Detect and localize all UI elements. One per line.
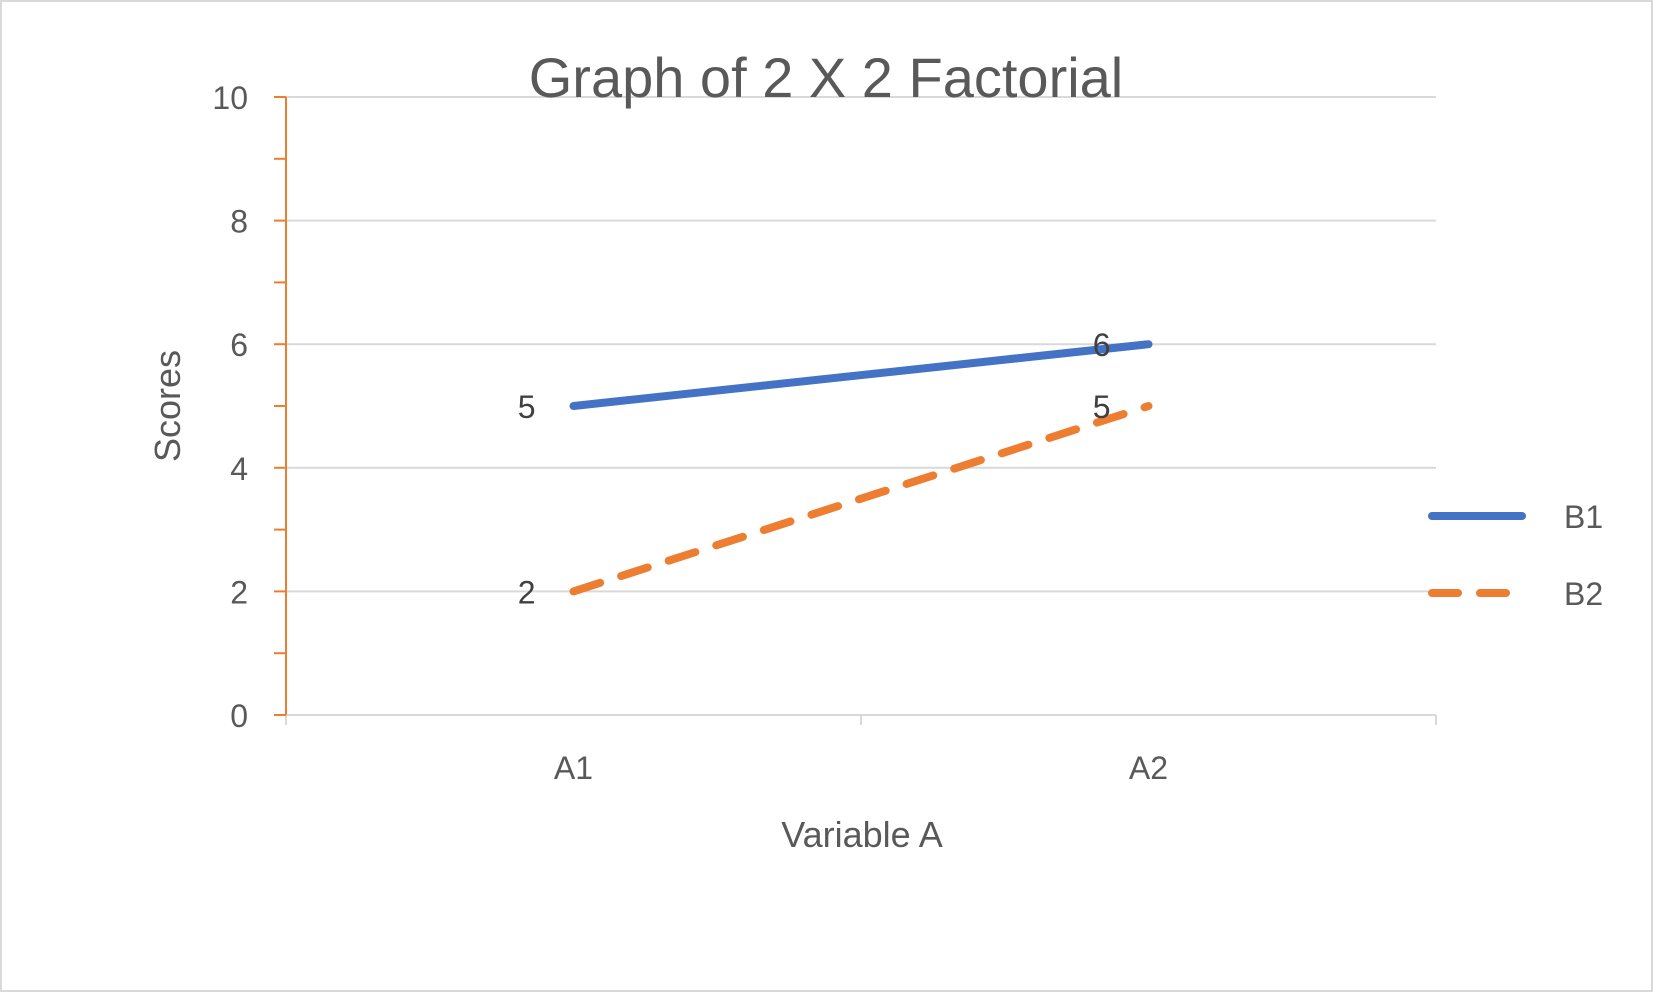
y-tick-label: 8 <box>230 204 248 240</box>
x-tick-label: A1 <box>554 750 593 786</box>
y-tick-label: 0 <box>230 698 248 734</box>
legend: B1 B2 <box>1428 499 1603 612</box>
y-tick-label: 10 <box>212 80 248 116</box>
legend-label-b2: B2 <box>1564 576 1603 612</box>
y-axis-title: Scores <box>147 350 188 462</box>
data-label-b1-a1: 5 <box>518 389 536 425</box>
chart-title: Graph of 2 X 2 Factorial <box>529 46 1124 109</box>
legend-label-b1: B1 <box>1564 499 1603 535</box>
data-label-b2-a2: 5 <box>1093 389 1111 425</box>
series-line-b2 <box>569 402 1153 596</box>
x-axis: A1 A2 <box>285 714 1437 786</box>
data-labels: 5 6 2 5 <box>518 327 1111 610</box>
y-tick-label: 6 <box>230 327 248 363</box>
gridlines <box>286 96 1436 593</box>
y-tick-label: 4 <box>230 451 248 487</box>
data-label-b1-a2: 6 <box>1093 327 1111 363</box>
data-label-b2-a1: 2 <box>518 574 536 610</box>
y-tick-label: 2 <box>230 574 248 610</box>
series-line-b1 <box>569 340 1153 410</box>
x-tick-label: A2 <box>1129 750 1168 786</box>
series-group <box>569 340 1153 596</box>
y-axis: 0 2 4 6 8 10 <box>212 80 287 734</box>
x-axis-title: Variable A <box>781 814 942 855</box>
